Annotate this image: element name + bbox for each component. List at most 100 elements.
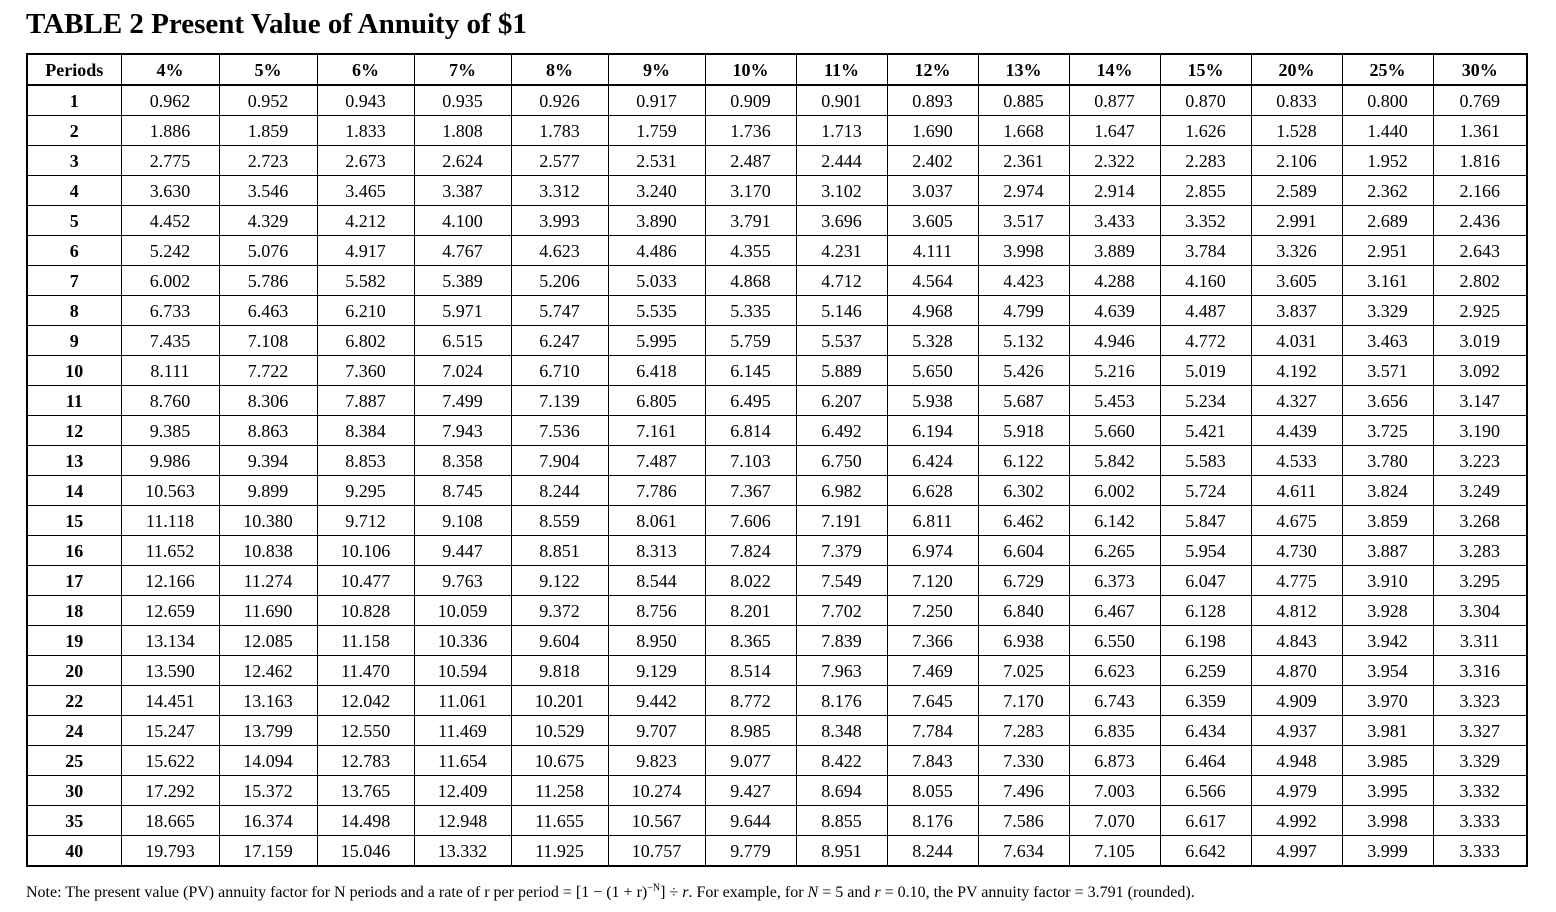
factor-cell: 5.995	[607, 325, 706, 356]
factor-cell: 8.022	[704, 565, 797, 596]
factor-cell: 1.690	[886, 115, 979, 146]
period-cell: 18	[26, 595, 122, 626]
factor-cell: 8.950	[607, 625, 706, 656]
period-cell: 16	[26, 535, 122, 566]
factor-cell: 4.192	[1250, 355, 1343, 386]
period-cell: 1	[26, 84, 122, 116]
table-row: 1 0.962 0.952 0.943 0.935 0.926 0.917 0.909 0.90…	[26, 84, 1528, 116]
factor-cell: 5.971	[413, 295, 512, 326]
factor-cell: 8.313	[607, 535, 706, 566]
factor-cell: 7.887	[316, 385, 415, 416]
factor-cell: 3.316	[1432, 655, 1528, 686]
factor-cell: 3.696	[795, 205, 888, 236]
factor-cell: 1.668	[977, 115, 1070, 146]
factor-cell: 7.943	[413, 415, 512, 446]
period-cell: 11	[26, 385, 122, 416]
factor-cell: 4.100	[413, 205, 512, 236]
factor-cell: 6.974	[886, 535, 979, 566]
period-cell: 35	[26, 805, 122, 836]
factor-cell: 9.818	[510, 655, 609, 686]
factor-cell: 7.586	[977, 805, 1070, 836]
factor-cell: 1.528	[1250, 115, 1343, 146]
factor-cell: 7.702	[795, 595, 888, 626]
factor-cell: 10.563	[120, 475, 220, 506]
factor-cell: 0.833	[1250, 84, 1343, 116]
factor-cell: 2.362	[1341, 175, 1434, 206]
factor-cell: 5.242	[120, 235, 220, 266]
factor-cell: 8.358	[413, 445, 512, 476]
factor-cell: 6.207	[795, 385, 888, 416]
factor-cell: 2.166	[1432, 175, 1528, 206]
period-cell: 10	[26, 355, 122, 386]
factor-cell: 6.835	[1068, 715, 1161, 746]
factor-cell: 3.605	[1250, 265, 1343, 296]
column-header-rate: 4%	[120, 53, 220, 86]
factor-cell: 2.402	[886, 145, 979, 176]
factor-cell: 8.853	[316, 445, 415, 476]
factor-cell: 6.802	[316, 325, 415, 356]
factor-cell: 5.426	[977, 355, 1070, 386]
factor-cell: 0.943	[316, 84, 415, 116]
column-header-periods: Periods	[26, 53, 122, 86]
factor-cell: 4.487	[1159, 295, 1252, 326]
factor-cell: 3.985	[1341, 745, 1434, 776]
note-r-equals: = 0.10, the PV annuity factor = 3.791 (r…	[880, 884, 1195, 901]
factor-cell: 5.650	[886, 355, 979, 386]
factor-cell: 9.122	[510, 565, 609, 596]
factor-cell: 3.433	[1068, 205, 1161, 236]
factor-cell: 6.247	[510, 325, 609, 356]
factor-cell: 11.652	[120, 535, 220, 566]
factor-cell: 6.628	[886, 475, 979, 506]
note-r-variable: r	[682, 884, 689, 901]
period-cell: 8	[26, 295, 122, 326]
factor-cell: 13.799	[218, 715, 318, 746]
factor-cell: 7.367	[704, 475, 797, 506]
factor-cell: 5.786	[218, 265, 318, 296]
factor-cell: 5.335	[704, 295, 797, 326]
factor-cell: 9.763	[413, 565, 512, 596]
factor-cell: 3.147	[1432, 385, 1528, 416]
factor-cell: 3.283	[1432, 535, 1528, 566]
factor-cell: 4.775	[1250, 565, 1343, 596]
factor-cell: 5.389	[413, 265, 512, 296]
factor-cell: 6.359	[1159, 685, 1252, 716]
factor-cell: 8.306	[218, 385, 318, 416]
factor-cell: 12.085	[218, 625, 318, 656]
period-cell: 6	[26, 235, 122, 266]
factor-cell: 8.772	[704, 685, 797, 716]
factor-cell: 10.059	[413, 595, 512, 626]
note-n-variable: N	[807, 884, 819, 901]
factor-cell: 5.687	[977, 385, 1070, 416]
period-cell: 40	[26, 835, 122, 867]
factor-cell: 7.549	[795, 565, 888, 596]
factor-cell: 8.422	[795, 745, 888, 776]
factor-cell: 3.928	[1341, 595, 1434, 626]
factor-cell: 3.605	[886, 205, 979, 236]
factor-cell: 11.061	[413, 685, 512, 716]
note-example-text: . For example, for	[688, 884, 808, 901]
factor-cell: 4.639	[1068, 295, 1161, 326]
factor-cell: 3.333	[1432, 835, 1528, 867]
factor-cell: 13.134	[120, 625, 220, 656]
factor-cell: 4.675	[1250, 505, 1343, 536]
factor-cell: 6.840	[977, 595, 1070, 626]
factor-cell: 6.623	[1068, 655, 1161, 686]
factor-cell: 4.917	[316, 235, 415, 266]
factor-cell: 6.464	[1159, 745, 1252, 776]
table-row: 22 14.451 13.163 12.042 11.061 10.201 9.442 8.7…	[26, 685, 1528, 716]
column-header-rate: 15%	[1159, 53, 1252, 86]
factor-cell: 9.644	[704, 805, 797, 836]
factor-cell: 9.447	[413, 535, 512, 566]
column-header-rate: 5%	[218, 53, 318, 86]
factor-cell: 4.355	[704, 235, 797, 266]
factor-cell: 14.094	[218, 745, 318, 776]
period-cell: 12	[26, 415, 122, 446]
factor-cell: 7.722	[218, 355, 318, 386]
period-cell: 7	[26, 265, 122, 296]
factor-cell: 9.779	[704, 835, 797, 867]
factor-cell: 6.002	[120, 265, 220, 296]
factor-cell: 13.332	[413, 835, 512, 867]
factor-cell: 1.736	[704, 115, 797, 146]
factor-cell: 3.942	[1341, 625, 1434, 656]
factor-cell: 4.730	[1250, 535, 1343, 566]
